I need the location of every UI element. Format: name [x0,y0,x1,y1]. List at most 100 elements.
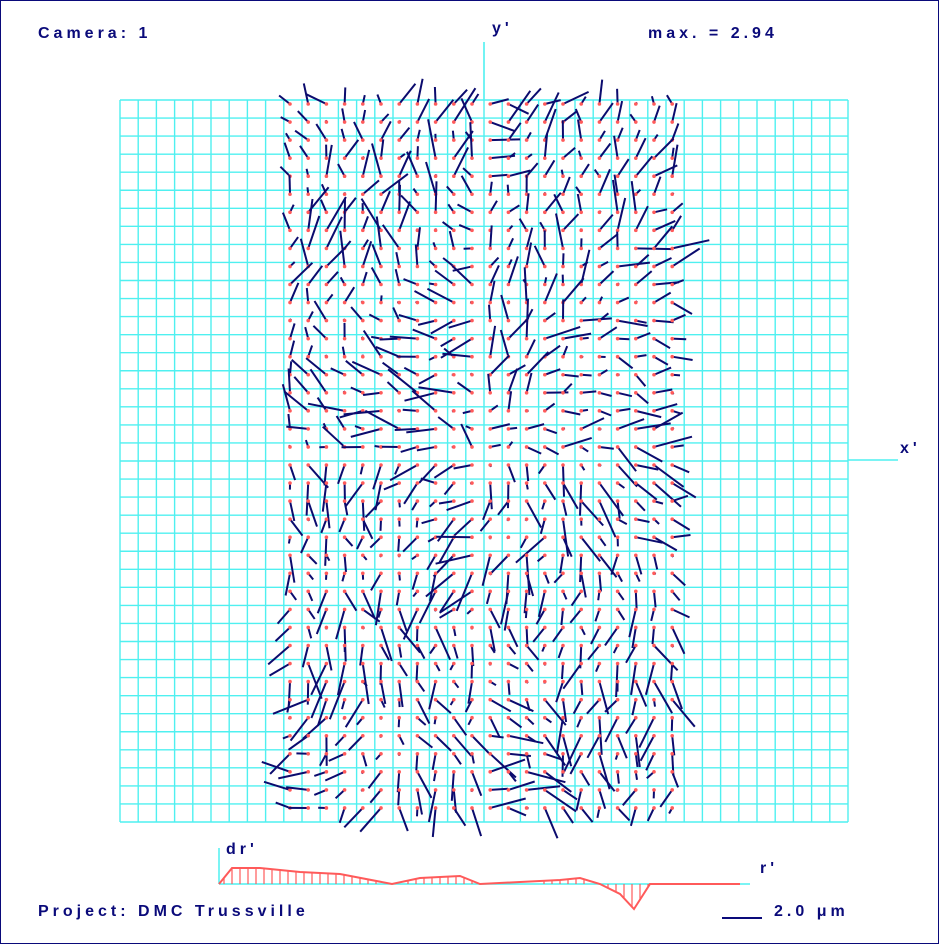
vector [487,373,492,393]
grid-point [324,336,329,341]
vector [508,734,544,745]
vector [383,482,400,491]
vector [397,789,401,806]
grid-point [397,553,402,558]
vector [670,663,674,681]
grid-point [524,246,529,251]
vector [500,591,510,625]
grid-point [415,354,420,359]
grid-point [488,517,493,521]
vector [387,368,419,394]
vector [452,717,468,736]
grid-point [433,174,438,178]
vector [369,536,382,549]
vector [635,374,647,387]
vector [305,93,327,105]
grid-point [397,391,402,395]
grid-point [488,643,493,648]
vector [278,770,309,780]
grid-point [452,282,456,287]
grid-point [670,499,674,503]
vector [507,464,516,483]
grid-point [506,553,511,558]
vector [442,352,473,358]
grid-point [506,138,511,142]
grid-point [470,625,474,630]
grid-point [615,752,620,756]
vector [610,554,619,576]
vector [572,699,583,715]
vector [315,609,328,635]
grid-point [506,192,511,197]
grid-point [670,354,674,359]
grid-point [452,715,456,720]
grid-point [524,589,529,594]
vector [467,681,473,704]
grid-point [524,679,529,684]
vector [671,144,679,177]
vector [289,323,296,339]
grid-point [634,210,638,215]
vector [417,319,436,326]
grid-point [452,788,456,792]
grid-point [652,427,656,431]
grid-point [433,336,438,341]
grid-point [342,300,347,305]
grid-point [597,264,602,269]
grid-point [452,336,456,341]
grid-point [342,571,347,576]
vector [630,180,637,213]
vector [508,807,527,817]
grid-point [652,806,656,810]
vector [580,573,587,598]
grid-point [452,445,456,449]
grid-point [379,445,383,449]
vector [497,500,510,516]
vector [671,215,682,231]
grid-point [561,318,565,323]
grid-point [652,553,656,558]
y-axis-label: y' [492,20,513,37]
grid-point [597,463,602,467]
grid-point [415,589,420,594]
grid-point [306,300,311,305]
vector [635,253,650,268]
grid-point [324,138,329,142]
vector [414,244,419,267]
grid-point [379,120,383,124]
grid-point [306,697,311,702]
grid-point [433,553,438,558]
grid-point [361,643,365,648]
vector [458,223,473,232]
grid-point [597,752,602,756]
grid-point [433,806,438,810]
grid-point [324,391,329,395]
grid-point [288,752,292,756]
grid-point [470,174,474,178]
vector [489,200,498,213]
grid-point [470,463,474,467]
grid-point [561,210,565,215]
vector [563,735,583,773]
grid-point [452,409,456,413]
grid-point [342,625,347,630]
grid-point [433,300,438,305]
vector [617,391,633,398]
grid-point [379,372,383,377]
vector [562,332,592,340]
vector [335,415,346,430]
grid-point [452,517,456,521]
grid-point [506,517,511,521]
vector [425,161,437,195]
grid-point [561,770,565,774]
grid-point [397,589,402,594]
grid-point [379,228,383,233]
grid-point [543,553,547,558]
vector [671,681,683,710]
vector [634,591,638,609]
grid-point [342,517,347,521]
grid-point [579,553,583,558]
grid-point [506,643,511,648]
grid-point [433,625,438,630]
grid-point [597,715,602,720]
